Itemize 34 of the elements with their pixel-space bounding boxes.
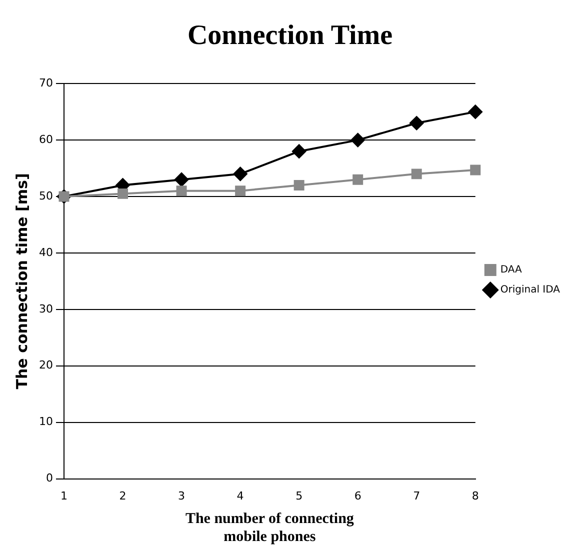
y-tick-label: 40	[38, 246, 53, 259]
point	[410, 116, 424, 130]
y-tick-label: 30	[38, 302, 53, 316]
x-tick-label: 6	[354, 489, 362, 502]
y-tick-label: 50	[38, 189, 53, 202]
point	[294, 180, 304, 190]
point	[118, 188, 128, 199]
legend-label: DAA	[500, 264, 522, 276]
x-tick-label: 2	[119, 489, 126, 502]
x-tick-label: 3	[178, 489, 186, 502]
point	[174, 172, 189, 187]
x-tick-label: 4	[236, 489, 244, 502]
point	[235, 186, 246, 196]
y-tick-label: 20	[38, 358, 53, 372]
point	[411, 168, 422, 180]
y-tick-label: 60	[38, 132, 53, 146]
y-tick-label: 0	[46, 472, 53, 485]
chart-title: Connection Time	[187, 20, 393, 52]
point	[233, 166, 248, 181]
x-tick-label: 8	[472, 489, 479, 502]
x-axis-title: The number of connecting mobile phones	[185, 510, 354, 545]
legend-label: Original IDA	[500, 284, 560, 296]
y-axis-title: The connection time [ms]	[12, 173, 31, 390]
x-tick-label: 1	[60, 489, 68, 502]
x-tick-label: 7	[413, 489, 420, 502]
point	[352, 174, 364, 185]
point	[350, 133, 365, 148]
x-tick-label: 5	[296, 489, 303, 502]
y-tick-label: 10	[38, 415, 53, 428]
y-tick-label: 70	[38, 76, 53, 90]
point	[292, 144, 306, 158]
point	[468, 104, 482, 119]
point	[470, 164, 481, 176]
point	[176, 186, 187, 196]
